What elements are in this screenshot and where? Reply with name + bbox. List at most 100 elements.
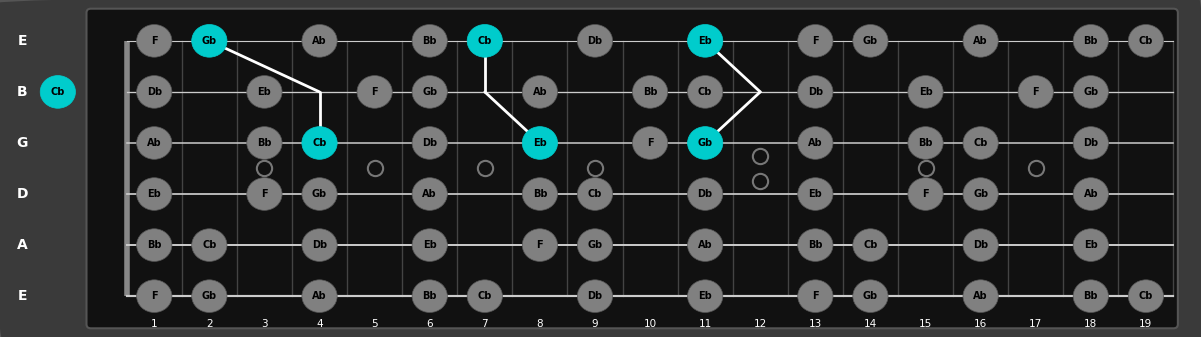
Circle shape [687, 127, 723, 159]
Circle shape [853, 229, 888, 262]
Circle shape [633, 75, 668, 108]
Text: Bb: Bb [423, 36, 437, 46]
Circle shape [578, 280, 613, 312]
Text: F: F [371, 87, 378, 97]
Text: Ab: Ab [532, 87, 548, 97]
Circle shape [247, 75, 282, 108]
Circle shape [301, 229, 337, 262]
Text: Gb: Gb [202, 36, 217, 46]
Text: Cb: Cb [50, 87, 65, 97]
Text: Eb: Eb [148, 189, 161, 199]
Text: Eb: Eb [533, 138, 546, 148]
Text: E: E [17, 34, 26, 48]
Text: 16: 16 [974, 319, 987, 329]
Circle shape [687, 178, 723, 210]
Circle shape [137, 178, 172, 210]
Circle shape [1074, 25, 1109, 57]
Circle shape [687, 25, 723, 57]
Circle shape [137, 280, 172, 312]
Circle shape [963, 229, 998, 262]
Circle shape [908, 178, 943, 210]
Circle shape [633, 127, 668, 159]
Text: Ab: Ab [312, 36, 327, 46]
Text: Gb: Gb [423, 87, 437, 97]
Circle shape [578, 25, 613, 57]
Text: Gb: Gb [587, 240, 603, 250]
Text: 10: 10 [644, 319, 657, 329]
Text: 11: 11 [699, 319, 712, 329]
Circle shape [963, 280, 998, 312]
Circle shape [522, 127, 557, 159]
Text: Eb: Eb [257, 87, 271, 97]
Circle shape [908, 75, 943, 108]
Text: Ab: Ab [147, 138, 162, 148]
Text: F: F [151, 36, 157, 46]
Text: Cb: Cb [312, 138, 327, 148]
Text: Bb: Bb [1083, 36, 1098, 46]
Circle shape [853, 280, 888, 312]
Text: Eb: Eb [698, 291, 712, 301]
Circle shape [412, 178, 447, 210]
Text: Ab: Ab [698, 240, 712, 250]
Text: 6: 6 [426, 319, 434, 329]
Circle shape [192, 229, 227, 262]
Text: Gb: Gb [202, 291, 217, 301]
Text: Gb: Gb [862, 291, 878, 301]
Circle shape [247, 178, 282, 210]
Circle shape [301, 25, 337, 57]
Circle shape [301, 280, 337, 312]
Text: Bb: Bb [919, 138, 933, 148]
Circle shape [1074, 178, 1109, 210]
Text: Db: Db [423, 138, 437, 148]
Circle shape [687, 229, 723, 262]
Circle shape [963, 127, 998, 159]
Text: Eb: Eb [808, 189, 823, 199]
Circle shape [578, 178, 613, 210]
Text: Cb: Cb [864, 240, 878, 250]
Text: F: F [151, 291, 157, 301]
Text: 12: 12 [754, 319, 767, 329]
Text: A: A [17, 238, 28, 252]
Circle shape [467, 25, 502, 57]
Circle shape [192, 280, 227, 312]
Text: F: F [922, 189, 928, 199]
Text: Cb: Cb [698, 87, 712, 97]
Text: Bb: Bb [808, 240, 823, 250]
Text: B: B [17, 85, 28, 99]
Text: F: F [1033, 87, 1039, 97]
Circle shape [412, 280, 447, 312]
Circle shape [797, 280, 833, 312]
Text: Db: Db [1083, 138, 1099, 148]
Text: Gb: Gb [1083, 87, 1099, 97]
Circle shape [137, 127, 172, 159]
Circle shape [963, 25, 998, 57]
Circle shape [1074, 127, 1109, 159]
Circle shape [137, 75, 172, 108]
Text: F: F [812, 291, 819, 301]
Text: Eb: Eb [698, 36, 712, 46]
Circle shape [137, 229, 172, 262]
Text: Db: Db [973, 240, 988, 250]
Text: Eb: Eb [919, 87, 932, 97]
Text: Ab: Ab [973, 291, 988, 301]
Text: Db: Db [587, 291, 603, 301]
Text: Ab: Ab [808, 138, 823, 148]
Text: F: F [261, 189, 268, 199]
Text: Bb: Bb [533, 189, 548, 199]
Text: Db: Db [808, 87, 823, 97]
Circle shape [522, 229, 557, 262]
Circle shape [137, 25, 172, 57]
Circle shape [467, 280, 502, 312]
Text: Bb: Bb [147, 240, 161, 250]
Text: 9: 9 [592, 319, 598, 329]
Circle shape [1128, 280, 1164, 312]
Circle shape [247, 127, 282, 159]
Text: 19: 19 [1140, 319, 1153, 329]
Circle shape [1074, 75, 1109, 108]
Text: Bb: Bb [1083, 291, 1098, 301]
Circle shape [797, 229, 833, 262]
Text: Bb: Bb [257, 138, 271, 148]
Text: F: F [812, 36, 819, 46]
Circle shape [1018, 75, 1053, 108]
Text: 13: 13 [808, 319, 821, 329]
